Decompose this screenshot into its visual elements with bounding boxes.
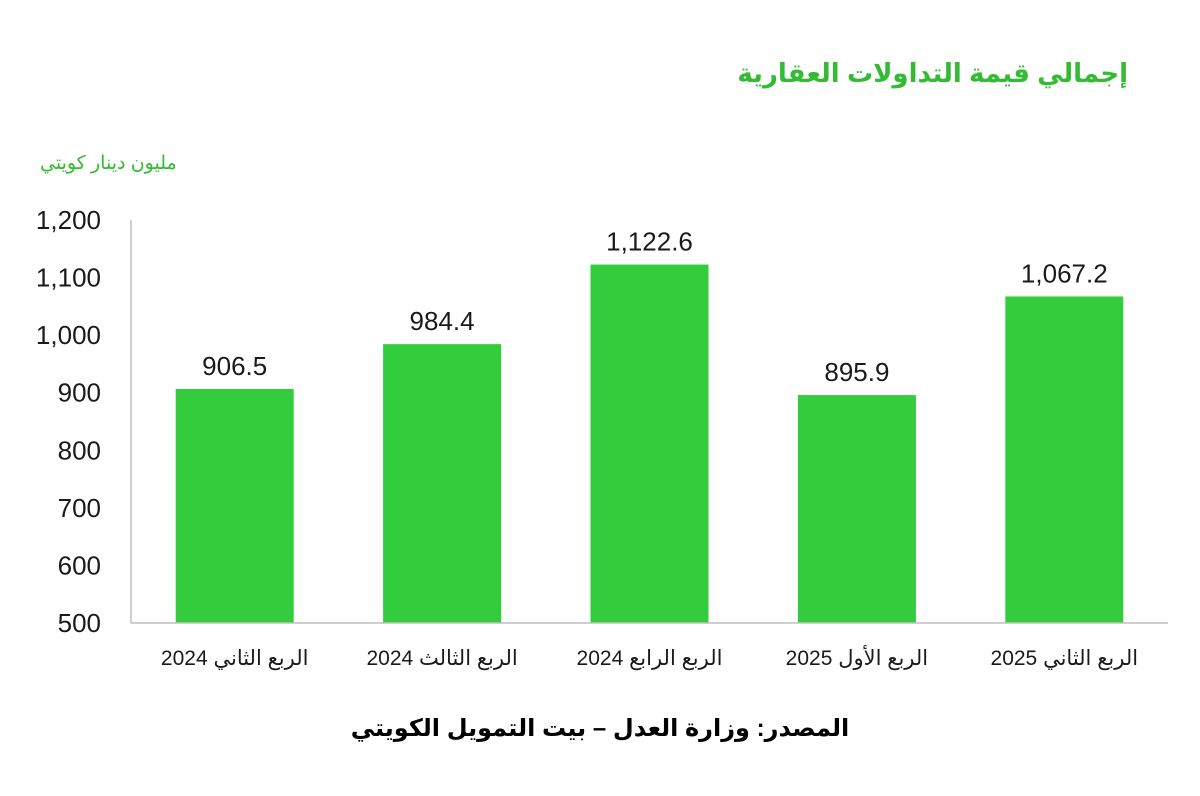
- category-label-3: الربع الرابع 2024: [577, 647, 723, 670]
- data-label-5: 1,067.2: [1021, 258, 1108, 288]
- y-tick-label-1000: 1,000: [36, 320, 101, 350]
- y-axis-unit-label: مليون دينار كويتي: [40, 153, 177, 174]
- bar-5: [1005, 296, 1124, 623]
- source-note: المصدر: وزارة العدل – بيت التمويل الكويت…: [350, 715, 850, 742]
- category-label-4: الربع الأول 2025: [786, 645, 928, 670]
- data-label-1: 906.5: [202, 351, 267, 381]
- y-tick-label-500: 500: [58, 608, 101, 638]
- y-tick-label-1100: 1,100: [36, 263, 101, 293]
- y-tick-label-800: 800: [58, 435, 101, 465]
- bar-3: [590, 264, 709, 623]
- category-label-2: الربع الثالث 2024: [366, 647, 517, 670]
- y-tick-label-600: 600: [58, 550, 101, 580]
- bar-2: [383, 344, 502, 623]
- y-tick-label-1200: 1,200: [36, 205, 101, 235]
- labels-layer: 906.5 الربع الثاني 2024 984.4 الربع الثالث …: [36, 205, 1138, 670]
- y-tick-label-700: 700: [58, 493, 101, 523]
- data-label-3: 1,122.6: [606, 227, 693, 257]
- bars-layer: [175, 264, 1124, 623]
- data-label-4: 895.9: [824, 357, 889, 387]
- bar-4: [797, 395, 916, 623]
- axes-layer: [130, 220, 1168, 624]
- chart-title: إجمالي قيمة التداولات العقارية: [737, 58, 1128, 88]
- category-label-1: الربع الثاني 2024: [161, 647, 309, 670]
- category-label-5: الربع الثاني 2025: [991, 647, 1139, 670]
- data-label-2: 984.4: [410, 306, 475, 336]
- y-tick-label-900: 900: [58, 378, 101, 408]
- bar-1: [175, 388, 294, 623]
